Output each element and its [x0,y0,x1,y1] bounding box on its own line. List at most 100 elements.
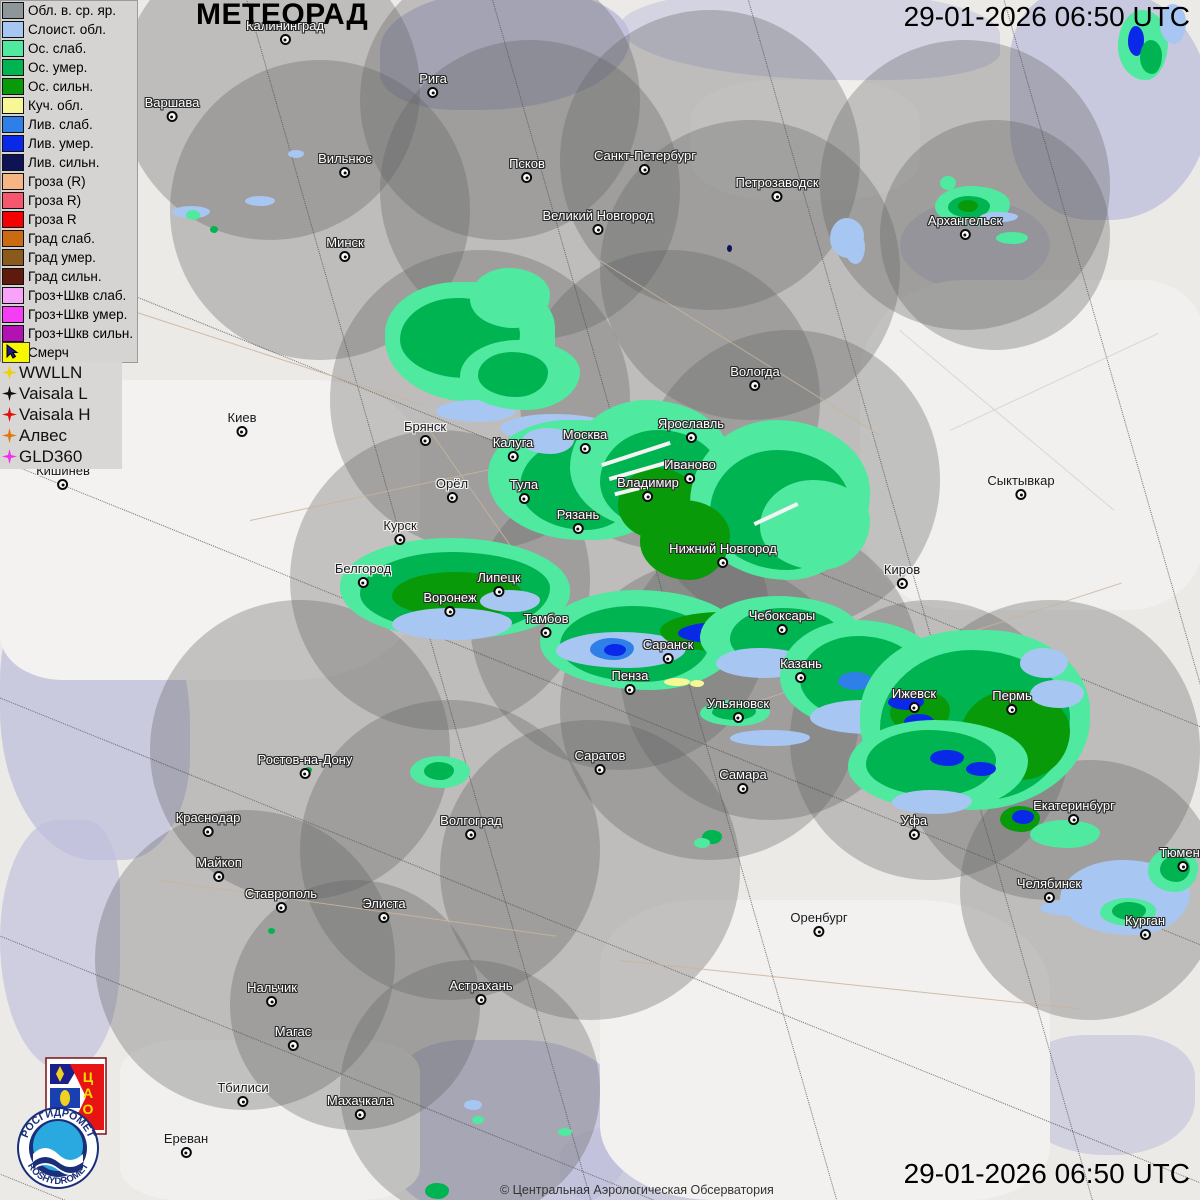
city-marker[interactable]: Челябинск [1017,877,1081,903]
legend-color-swatch [2,192,24,209]
echo-cell [288,150,304,158]
legend-row[interactable]: Куч. обл. [1,96,137,115]
city-marker[interactable]: Ульяновск [707,697,769,723]
city-label: Великий Новгород [542,208,654,223]
city-marker[interactable]: Оренбург [790,911,848,937]
page-title: МЕТЕОРАД [196,0,369,31]
legend-row[interactable]: Ос. слаб. [1,39,137,58]
city-marker[interactable]: Тюмень [1159,846,1200,872]
city-marker[interactable]: Элиста [362,897,406,923]
echo-cell [464,1100,482,1110]
city-marker[interactable]: Киев [228,411,256,437]
city-marker[interactable]: Волгоград [440,814,502,840]
city-label: Краснодар [175,810,241,825]
city-marker[interactable]: Ставрополь [245,887,317,913]
city-marker[interactable]: Воронеж [423,591,477,617]
city-marker[interactable]: Иваново [664,458,716,484]
legend-row[interactable]: Град сильн. [1,267,137,286]
legend-row[interactable]: Гроза R) [1,191,137,210]
city-marker[interactable]: Краснодар [175,810,241,837]
city-marker[interactable]: Пермь [992,689,1032,715]
city-marker[interactable]: Магас [275,1025,311,1051]
city-marker[interactable]: Казань [780,657,822,683]
legend-row[interactable]: Гроз+Шкв сильн. [1,324,137,343]
cursor-indicator-box[interactable] [2,342,30,363]
city-label: Липецк [477,570,521,585]
city-label: Челябинск [1016,876,1082,891]
city-marker[interactable]: Минск [326,236,364,262]
legend-row[interactable]: Лив. умер. [1,134,137,153]
lightning-network-row[interactable]: WWLLN [0,362,122,383]
legend-row[interactable]: Град умер. [1,248,137,267]
legend-row[interactable]: Лив. слаб. [1,115,137,134]
city-marker[interactable]: Тбилиси [217,1081,269,1107]
legend-row[interactable]: Гроз+Шкв умер. [1,305,137,324]
city-marker[interactable]: Ижевск [892,687,936,713]
city-marker[interactable]: Калининград [246,19,324,45]
legend-row[interactable]: Гроза (R) [1,172,137,191]
city-marker[interactable]: Липецк [477,570,521,597]
city-marker[interactable]: Тамбов [524,612,568,638]
city-marker[interactable]: Нижний Новгород [669,542,777,568]
city-marker[interactable]: Орёл [436,477,468,503]
city-label: Майкоп [196,855,242,870]
city-marker[interactable]: Курган [1125,914,1165,940]
city-marker[interactable]: Брянск [404,420,446,446]
lightning-network-legend[interactable]: WWLLN Vaisala L Vaisala H Алвес GLD360 [0,362,122,469]
city-marker[interactable]: Рязань [557,508,599,534]
city-marker[interactable]: Пенза [612,669,648,695]
city-dot-icon [540,627,552,638]
city-marker[interactable]: Псков [509,157,545,183]
city-marker[interactable]: Петрозаводск [735,176,819,202]
city-marker[interactable]: Рига [419,72,447,98]
lightning-network-row[interactable]: Vaisala L [0,383,122,404]
echo-cell [425,1183,449,1199]
city-marker[interactable]: Майкоп [196,856,242,882]
city-dot-icon [1043,892,1055,903]
land-kazakhstan [600,900,1050,1200]
city-marker[interactable]: Белгород [335,562,391,588]
city-dot-icon [299,768,311,779]
city-marker[interactable]: Варшава [145,96,199,122]
city-marker[interactable]: Тула [510,478,538,504]
legend-row[interactable]: Лив. сильн. [1,153,137,172]
city-marker[interactable]: Ереван [164,1132,208,1158]
legend-row[interactable]: Ос. сильн. [1,77,137,96]
echo-cell [980,212,1018,222]
city-marker[interactable]: Вологда [730,365,780,391]
city-marker[interactable]: Саранск [643,638,693,664]
city-marker[interactable]: Астрахань [449,979,513,1005]
city-marker[interactable]: Ярославль [658,417,724,443]
city-marker[interactable]: Махачкала [327,1094,393,1120]
city-marker[interactable]: Чебоксары [749,609,815,635]
city-marker[interactable]: Москва [563,428,607,454]
lightning-network-row[interactable]: GLD360 [0,446,122,467]
city-marker[interactable]: Санкт-Петербург [594,149,696,175]
legend-row[interactable]: Гроз+Шкв слаб. [1,286,137,305]
city-marker[interactable]: Самара [719,768,767,794]
echo-cell [1160,4,1186,44]
city-marker[interactable]: Уфа [901,814,927,840]
city-marker[interactable]: Киров [884,563,920,589]
city-marker[interactable]: Курск [383,519,417,545]
city-marker[interactable]: Владимир [617,476,679,502]
legend-row[interactable]: Слоист. обл. [1,20,137,39]
city-marker[interactable]: Вильнюс [318,152,372,178]
city-marker[interactable]: Сыктывкар [987,474,1055,500]
legend-row[interactable]: Гроза R [1,210,137,229]
city-marker[interactable]: Нальчик [247,981,297,1007]
echo-cell [940,176,956,190]
city-label: Екатеринбург [1033,798,1115,813]
city-marker[interactable]: Ростов-на-Дону [258,753,352,779]
lightning-network-row[interactable]: Vaisala H [0,404,122,425]
legend-row[interactable]: Ос. умер. [1,58,137,77]
city-marker[interactable]: Калуга [493,436,533,462]
lightning-network-row[interactable]: Алвес [0,425,122,446]
city-marker[interactable]: Екатеринбург [1033,799,1115,825]
city-marker[interactable]: Великий Новгород [542,208,654,235]
city-marker[interactable]: Архангельск [928,214,1002,240]
legend-row[interactable]: Град слаб. [1,229,137,248]
legend-row[interactable]: Обл. в. ср. яр. [1,1,137,20]
city-marker[interactable]: Саратов [575,749,625,775]
precipitation-legend[interactable]: Обл. в. ср. яр. Слоист. обл. Ос. слаб. Ос. … [0,0,138,363]
